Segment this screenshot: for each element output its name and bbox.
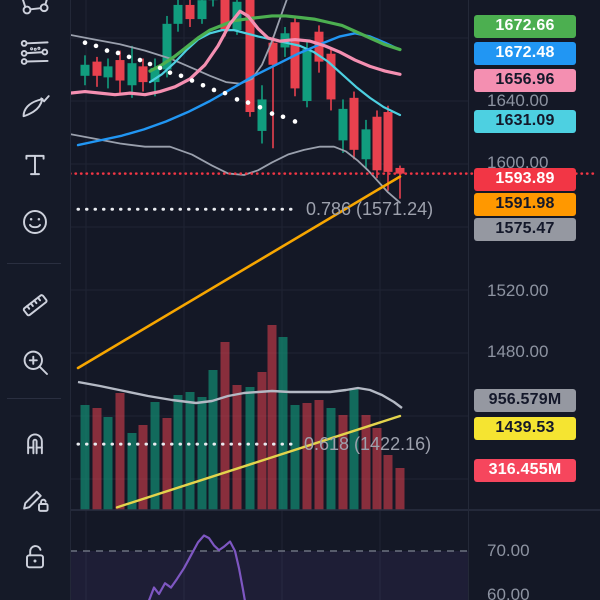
zoom-in-icon <box>23 350 48 375</box>
fib-level-0618-label[interactable]: 0.618 (1422.16) <box>304 434 432 455</box>
toolbar-divider <box>7 398 61 399</box>
fib-tools-button[interactable] <box>19 36 51 68</box>
pattern-tool-icon <box>22 0 49 15</box>
brush-tool-icon <box>22 95 50 118</box>
text-tool-button[interactable] <box>19 149 51 181</box>
emoji-tool-icon <box>23 210 47 234</box>
fib-level-0786-label[interactable]: 0.786 (1571.24) <box>306 199 434 220</box>
drawing-lock-tool-button[interactable] <box>19 484 51 516</box>
unlock-icon <box>26 545 44 569</box>
fib-tools-icon <box>20 40 49 65</box>
ruler-tool-icon <box>22 294 48 317</box>
brush-tool-button[interactable] <box>19 91 51 123</box>
zoom-in-tool-button[interactable] <box>19 346 51 378</box>
pencil-lock-icon <box>23 490 49 512</box>
magnet-tool-button[interactable] <box>19 427 51 459</box>
text-tool-icon <box>25 154 45 176</box>
toolbar-divider <box>7 263 61 264</box>
drawing-toolbar <box>0 0 71 600</box>
lock-all-tool-button[interactable] <box>19 541 51 573</box>
pattern-tool-button[interactable] <box>19 0 51 18</box>
ruler-tool-button[interactable] <box>19 289 51 321</box>
magnet-icon <box>27 433 43 455</box>
emoji-tool-button[interactable] <box>19 206 51 238</box>
